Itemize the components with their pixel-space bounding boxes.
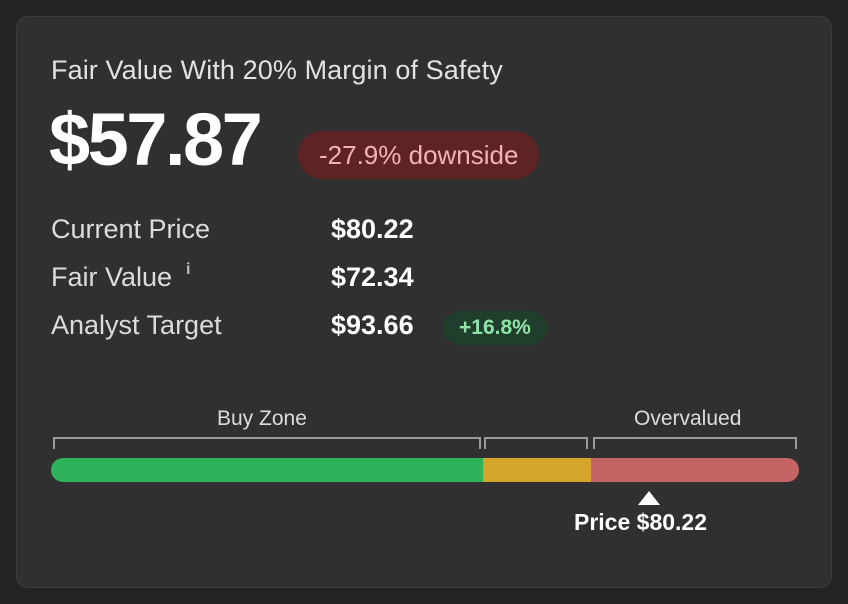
price-marker-label: Price $80.22 xyxy=(574,509,708,535)
card-title: Fair Value With 20% Margin of Safety xyxy=(51,55,503,85)
fair-value-label: Fair Value xyxy=(51,262,173,292)
current-price-label: Current Price xyxy=(51,214,211,244)
price-marker-icon xyxy=(638,491,660,505)
current-price-value: $80.22 xyxy=(331,214,414,244)
overvalued-label: Overvalued xyxy=(634,407,742,430)
valuation-bar xyxy=(51,458,799,482)
margin-of-safety-value: $57.87 xyxy=(49,98,263,181)
downside-badge: -27.9% downside xyxy=(298,131,540,179)
buy-zone-label: Buy Zone xyxy=(217,407,307,430)
fair-value-card: Fair Value With 20% Margin of Safety $57… xyxy=(16,16,832,588)
fair-value-value: $72.34 xyxy=(331,262,414,292)
fair-zone-segment xyxy=(483,458,591,482)
analyst-target-value: $93.66 xyxy=(331,310,414,340)
buy-zone-segment xyxy=(51,458,483,482)
analyst-target-label: Analyst Target xyxy=(51,310,222,340)
overvalued-bracket xyxy=(593,437,797,449)
fair-zone-bracket xyxy=(484,437,588,449)
overvalued-segment xyxy=(591,458,799,482)
buy-zone-bracket xyxy=(53,437,481,449)
info-icon[interactable]: i xyxy=(186,261,191,278)
upside-badge: +16.8% xyxy=(443,311,547,345)
